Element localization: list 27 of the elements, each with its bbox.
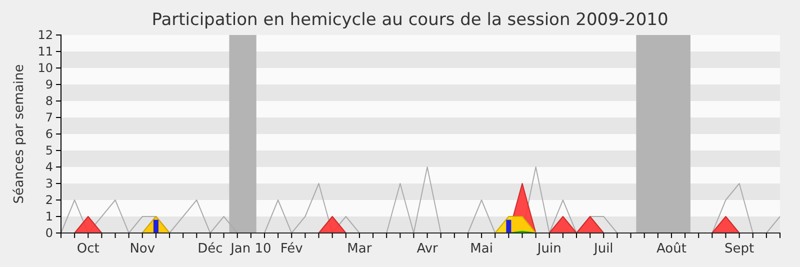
y-tick-label: 4 [45, 160, 53, 174]
y-tick-label: 8 [45, 94, 53, 108]
y-tick-label: 9 [45, 77, 53, 92]
y-axis-title: Séances par semaine [12, 64, 27, 204]
y-tick-label: 0 [45, 226, 53, 240]
x-tick-label: Fév [280, 242, 304, 257]
x-tick-label: Mai [470, 242, 493, 257]
y-tick-label: 12 [38, 28, 53, 42]
x-tick-label: Sept [724, 242, 754, 257]
y-tick-label: 7 [45, 110, 53, 124]
x-tick-label: Juil [592, 242, 614, 257]
x-tick-label: Août [656, 242, 686, 257]
x-tick-label: Jan 10 [230, 242, 272, 257]
x-tick-label: Avr [416, 242, 439, 257]
y-tick-label: 11 [38, 44, 53, 58]
x-tick-label: Oct [76, 242, 100, 257]
x-tick-label: Mar [347, 242, 372, 257]
y-tick-label: 10 [38, 60, 53, 75]
x-tick-label: Nov [130, 242, 156, 257]
y-tick-label: 2 [45, 192, 53, 207]
y-tick-label: 3 [45, 176, 53, 190]
x-tick-label: Déc [198, 242, 223, 257]
x-tick-label: Juin [536, 242, 562, 257]
chart-title: Participation en hemicycle au cours de la session 2009-2010 [152, 10, 668, 30]
y-tick-label: 5 [45, 143, 53, 158]
y-tick-label: 6 [45, 126, 53, 141]
y-tick-label: 1 [45, 209, 53, 224]
